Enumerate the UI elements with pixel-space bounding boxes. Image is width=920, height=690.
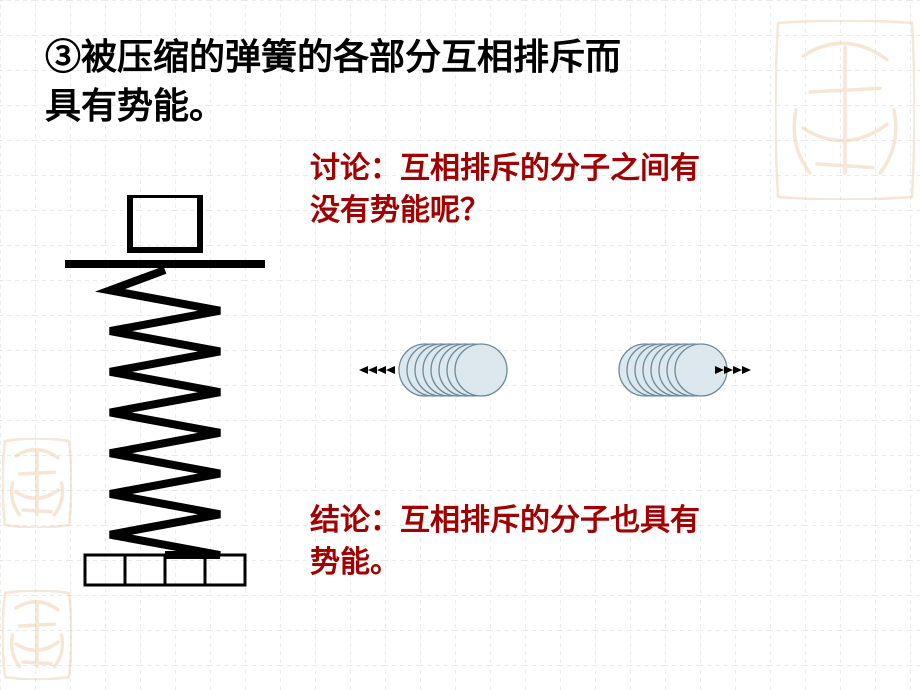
watermark-top-right xyxy=(775,20,915,200)
watermark-left-1 xyxy=(2,438,72,528)
conclusion-line2: 势能。 xyxy=(310,546,400,579)
discussion-text: 讨论：互相排斥的分子之间有 没有势能呢？ xyxy=(310,148,700,232)
molecules-diagram xyxy=(355,335,775,405)
title-line2: 具有势能。 xyxy=(45,86,225,126)
spring-diagram xyxy=(65,195,265,595)
discuss-line1: 讨论：互相排斥的分子之间有 xyxy=(310,152,700,185)
conclusion-text: 结论：互相排斥的分子也具有 势能。 xyxy=(310,500,700,584)
watermark-left-2 xyxy=(2,590,72,680)
title-line1: ③被压缩的弹簧的各部分互相排斥而 xyxy=(45,37,621,77)
discuss-line2: 没有势能呢？ xyxy=(310,194,490,227)
title-text: ③被压缩的弹簧的各部分互相排斥而 具有势能。 xyxy=(45,33,621,130)
conclusion-line1: 结论：互相排斥的分子也具有 xyxy=(310,504,700,537)
